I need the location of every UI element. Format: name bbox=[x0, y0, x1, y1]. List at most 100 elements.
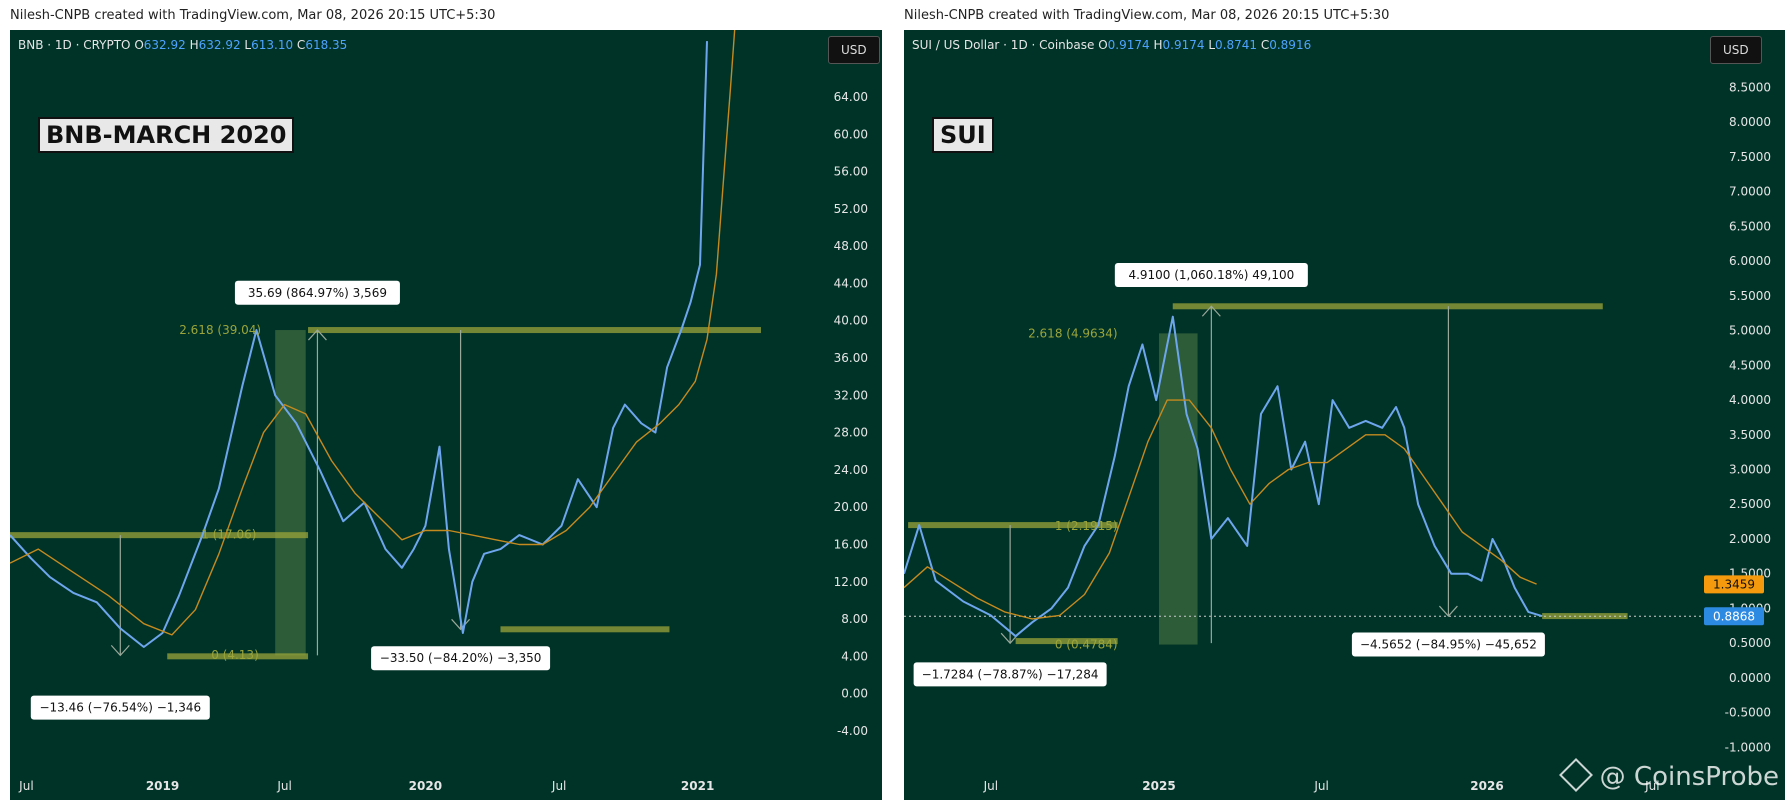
y-tick-label: 5.5000 bbox=[1729, 289, 1771, 303]
x-tick-label: 2019 bbox=[146, 779, 179, 793]
x-tick-label: Jul bbox=[18, 779, 33, 793]
chart-title-sui: SUI bbox=[932, 117, 994, 153]
y-tick-label: 60.00 bbox=[834, 127, 868, 141]
fib-level-line bbox=[500, 626, 670, 633]
y-tick-label: 7.0000 bbox=[1729, 185, 1771, 199]
price-series-line bbox=[904, 315, 1543, 638]
fib-level-line bbox=[1172, 303, 1603, 310]
x-tick-label: 2025 bbox=[1142, 779, 1175, 793]
moving-average-line bbox=[10, 30, 736, 636]
y-tick-label: 64.00 bbox=[834, 90, 868, 104]
measure-arrow-head bbox=[307, 329, 327, 341]
measure-label-box bbox=[913, 662, 1107, 687]
chart-title-bnb: BNB-MARCH 2020 bbox=[38, 117, 295, 153]
bnb-chart-panel[interactable]: 68.0064.0060.0056.0052.0048.0044.0040.00… bbox=[10, 30, 882, 800]
price-axis-background bbox=[822, 30, 882, 800]
fib-shaded-range bbox=[275, 330, 306, 656]
y-tick-label: 8.5000 bbox=[1729, 80, 1771, 94]
y-tick-label: 28.00 bbox=[834, 426, 868, 440]
y-tick-label: 3.5000 bbox=[1729, 428, 1771, 442]
bnb-chart[interactable]: 68.0064.0060.0056.0052.0048.0044.0040.00… bbox=[10, 30, 882, 800]
price-series-line bbox=[10, 41, 708, 648]
measure-label: 35.69 (864.97%) 3,569 bbox=[248, 286, 387, 300]
y-tick-label: 3.0000 bbox=[1729, 463, 1771, 477]
fib-level-label: 0 (0.4784) bbox=[1055, 638, 1118, 652]
currency-button[interactable]: USD bbox=[828, 36, 880, 64]
plot-background bbox=[904, 30, 1702, 770]
y-tick-label: 0.0000 bbox=[1729, 671, 1771, 685]
y-tick-label: 20.00 bbox=[834, 500, 868, 514]
watermark: @ CoinsProbe bbox=[1558, 758, 1779, 792]
measure-arrow-head bbox=[1201, 305, 1221, 317]
x-tick-label: Jul bbox=[1644, 779, 1659, 793]
ohlc-key: C bbox=[297, 38, 305, 52]
ohlc-value: 618.35 bbox=[305, 38, 347, 52]
sui-chart-panel[interactable]: 8.5000 8.0000 7.5000 7.0000 6.5000 6.0000 5.50… bbox=[904, 30, 1785, 800]
measure-label: −13.46 (−76.54%) −1,346 bbox=[39, 701, 201, 715]
ohlc-key: H bbox=[1153, 38, 1162, 52]
left-attribution: Nilesh-CNPB created with TradingView.com… bbox=[10, 8, 496, 23]
symbol-label: BNB · 1D · CRYPTO bbox=[18, 38, 134, 52]
y-tick-label: 4.0000 bbox=[1729, 393, 1771, 407]
fib-level-label: 1 (17.06) bbox=[201, 528, 256, 542]
ohlc-value: 613.10 bbox=[251, 38, 297, 52]
ohlc-value: 0.9174 bbox=[1163, 38, 1209, 52]
ohlc-value: 632.92 bbox=[199, 38, 245, 52]
y-tick-label: 2.0000 bbox=[1729, 532, 1771, 546]
measure-label-box bbox=[371, 646, 551, 671]
price-tag-label: 1.3459 bbox=[1713, 577, 1755, 591]
x-tick-label: 2021 bbox=[681, 779, 714, 793]
symbol-ohlc-header: SUI / US Dollar · 1D · Coinbase O0.9174 … bbox=[912, 38, 1311, 52]
moving-average-line bbox=[904, 399, 1537, 620]
y-tick-label: 5.0000 bbox=[1729, 324, 1771, 338]
measure-label: −33.50 (−84.20%) −3,350 bbox=[380, 651, 542, 665]
ohlc-key: L bbox=[244, 38, 251, 52]
x-tick-label: Jul bbox=[551, 779, 566, 793]
right-attribution: Nilesh-CNPB created with TradingView.com… bbox=[904, 8, 1390, 23]
symbol-label: SUI / US Dollar · 1D · Coinbase bbox=[912, 38, 1098, 52]
time-axis-background bbox=[10, 770, 822, 800]
y-tick-label: 12.00 bbox=[834, 575, 868, 589]
ohlc-key: C bbox=[1261, 38, 1269, 52]
price-tag-box bbox=[1704, 575, 1764, 594]
x-tick-label: 2026 bbox=[1470, 779, 1503, 793]
ohlc-key: O bbox=[1098, 38, 1107, 52]
sui-chart[interactable]: 8.5000 8.0000 7.5000 7.0000 6.5000 6.0000 5.50… bbox=[904, 30, 1785, 800]
fib-level-label: 0 (4.13) bbox=[211, 648, 259, 662]
time-axis-background bbox=[904, 770, 1702, 800]
price-tag-label: 0.8868 bbox=[1713, 609, 1755, 623]
coinsprobe-logo-icon bbox=[1558, 758, 1593, 792]
y-tick-label: 40.00 bbox=[834, 314, 868, 328]
symbol-ohlc-header: BNB · 1D · CRYPTO O632.92 H632.92 L613.1… bbox=[18, 38, 347, 52]
measure-label-box bbox=[234, 280, 400, 305]
y-tick-label: 52.00 bbox=[834, 202, 868, 216]
watermark-text: @ CoinsProbe bbox=[1599, 762, 1779, 792]
measure-arrow-head bbox=[451, 618, 471, 631]
y-tick-label: -4.00 bbox=[837, 724, 868, 738]
fib-level-label: 1 (2.1915) bbox=[1055, 519, 1118, 533]
fib-level-line bbox=[1015, 638, 1118, 645]
ohlc-value: 0.8916 bbox=[1269, 38, 1311, 52]
x-tick-label: Jul bbox=[1313, 779, 1328, 793]
fib-shaded-range bbox=[1158, 333, 1198, 645]
x-tick-label: 2020 bbox=[409, 779, 442, 793]
y-tick-label: 0.5000 bbox=[1729, 636, 1771, 650]
ohlc-key: O bbox=[134, 38, 143, 52]
y-tick-label: 8.0000 bbox=[1729, 115, 1771, 129]
y-tick-label: 4.00 bbox=[841, 649, 868, 663]
y-tick-label: -0.5000 bbox=[1725, 706, 1771, 720]
y-tick-label: 16.00 bbox=[834, 537, 868, 551]
y-tick-label: 36.00 bbox=[834, 351, 868, 365]
x-tick-label: Jul bbox=[276, 779, 291, 793]
price-tag-box bbox=[1704, 607, 1764, 626]
price-axis-background bbox=[1702, 30, 1785, 800]
fib-level-line bbox=[308, 327, 761, 334]
y-tick-label: 24.00 bbox=[834, 463, 868, 477]
fib-level-label: 2.618 (39.04) bbox=[179, 323, 261, 337]
y-tick-label: 56.00 bbox=[834, 165, 868, 179]
ohlc-value: 0.9174 bbox=[1108, 38, 1154, 52]
fib-level-line bbox=[167, 653, 309, 660]
currency-button[interactable]: USD bbox=[1710, 36, 1762, 64]
y-tick-label: 44.00 bbox=[834, 276, 868, 290]
measure-label: −1.7284 (−78.87%) −17,284 bbox=[922, 667, 1099, 681]
